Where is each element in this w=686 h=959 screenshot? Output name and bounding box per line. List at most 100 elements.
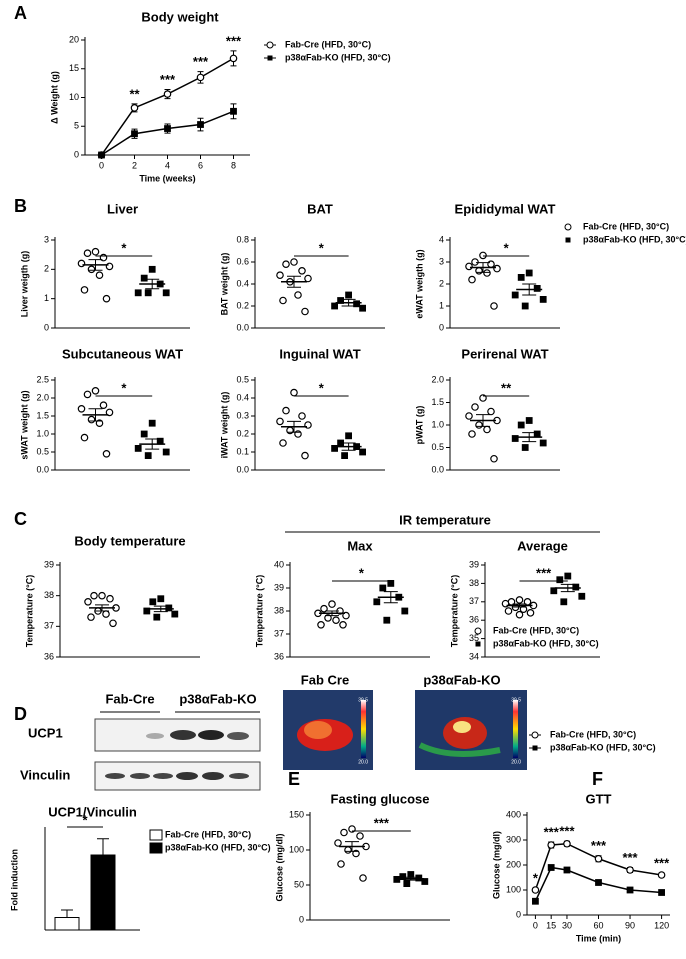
x-tick-label: 120 [654,920,669,930]
error-bar [88,408,103,422]
y-axis-label: eWAT weigth (g) [414,249,424,318]
y-tick-label: 20 [69,34,79,44]
chart-title: Max [347,538,373,553]
x-axis-label: Time (weeks) [139,173,195,183]
point [379,584,387,592]
panel-label: A [14,3,27,23]
point [658,889,665,896]
y-tick-label: 0 [74,149,79,159]
error-bar [88,259,103,271]
point [339,620,347,629]
y-tick-label: 50 [294,879,304,889]
point [475,421,483,429]
point [105,262,114,271]
legend-marker [532,745,538,751]
legend-label: p38αFab-KO (HFD, 30°C) [493,638,599,648]
point [359,874,367,882]
chart-title: GTT [586,791,612,806]
y-axis-label: BAT weight (g) [219,253,229,316]
error-bar [287,275,301,288]
legend-marker [267,55,273,61]
point [533,285,541,292]
point [301,307,309,316]
y-tick-label: 10 [69,92,79,102]
y-tick-label: 0.8 [236,234,249,244]
blot-row: Vinculin [20,767,70,782]
point [533,430,541,438]
y-tick-label: 40 [274,559,284,569]
x-tick-label: 0 [99,160,104,170]
significance: * [319,380,325,395]
point [279,296,287,305]
y-tick-label: 0.0 [431,464,444,474]
y-tick-label: 0.1 [236,446,249,456]
y-tick-label: 0.3 [236,410,249,420]
significance: *** [226,33,242,48]
significance: *** [193,54,209,69]
y-tick-label: 36 [469,615,479,625]
legend-swatch [149,842,163,854]
point [144,452,152,459]
y-tick-label: 1.0 [431,419,444,429]
point [356,832,364,840]
point [90,591,98,600]
thermal-label: p38αFab-KO [423,672,500,687]
significance: * [504,240,510,255]
significance: * [121,380,127,395]
y-tick-label: 39 [274,582,284,592]
point [521,444,529,451]
y-tick-label: 34 [469,651,479,661]
point [91,247,100,256]
x-tick-label: 4 [165,160,170,170]
legend-label: p38αFab-KO (HFD, 30°C) [583,234,686,244]
chart-title: Epididymal WAT [455,201,556,216]
point [525,269,533,277]
error-bar [61,909,73,918]
y-tick-label: 150 [289,809,304,819]
point [479,251,487,260]
point [515,596,524,604]
error-bar [97,838,109,855]
point [401,607,409,615]
error-bar [522,283,537,296]
point [345,291,352,299]
error-bar [145,278,160,290]
point [331,445,338,452]
error-bar [325,610,339,617]
y-tick-label: 400 [506,809,521,819]
point [304,274,312,283]
point [526,609,535,617]
y-axis-label: Temperature (°C) [24,575,34,647]
point [320,604,328,613]
y-tick-label: 100 [289,844,304,854]
point [102,294,111,303]
bar [54,917,80,931]
point [157,595,165,603]
point [465,262,473,271]
point [471,403,479,411]
point [105,408,114,417]
x-tick-label: 6 [198,160,203,170]
point [164,125,171,132]
chart-title: Inguinal WAT [279,346,360,361]
point [578,592,586,600]
point [95,271,104,280]
point [282,260,290,269]
point [556,576,564,584]
y-axis-label: Δ Weight (g) [49,71,59,124]
point [657,871,666,879]
thermal-scale: 39.5 [511,697,521,703]
point [165,604,173,612]
point [345,432,352,440]
y-tick-label: 39 [469,559,479,569]
point [77,404,86,413]
y-tick-label: 37 [469,596,479,606]
point [525,417,533,424]
error-bar [476,414,490,427]
y-tick-label: 38 [469,578,479,588]
y-tick-label: 0.4 [236,392,249,402]
point [353,300,360,308]
y-tick-label: 1.5 [36,410,49,420]
y-tick-label: 4 [439,234,444,244]
error-bar [560,583,575,593]
